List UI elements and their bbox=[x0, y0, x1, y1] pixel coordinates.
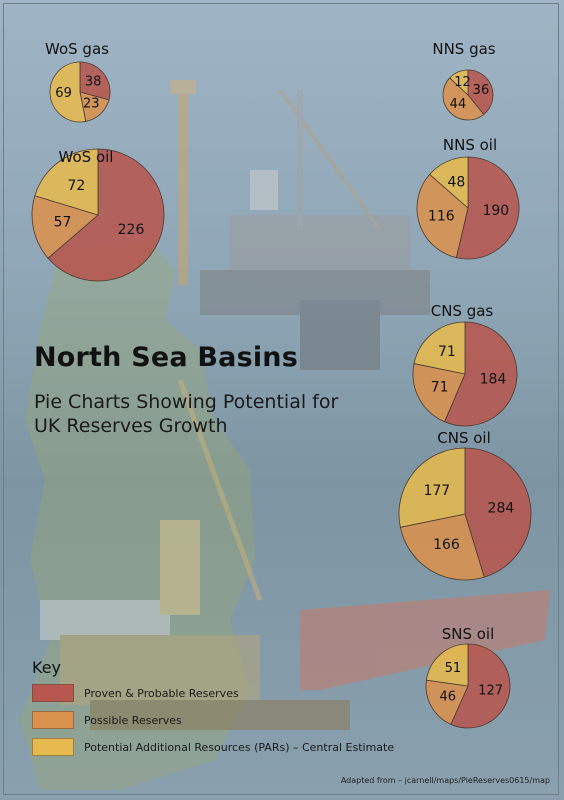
pie-slice-nns-gas-possible bbox=[442, 77, 485, 121]
pie-value-label-wos-oil-proven: 226 bbox=[118, 222, 145, 238]
legend-label-possible: Possible Reserves bbox=[84, 713, 182, 727]
pie-chart-wos-gas: 38 23 69 WoS gas bbox=[45, 40, 111, 123]
pie-slice-cns-oil-proven bbox=[464, 447, 532, 578]
pie-value-label-cns-oil-pars: 177 bbox=[423, 483, 450, 499]
pie-value-label-nns-gas-pars: 12 bbox=[454, 75, 471, 90]
pie-title-sns-oil: SNS oil bbox=[442, 625, 495, 643]
pie-slice-sns-oil-proven bbox=[450, 643, 511, 729]
pie-value-label-wos-oil-pars: 72 bbox=[67, 178, 85, 194]
pie-slice-sns-oil-pars bbox=[425, 643, 469, 687]
legend-swatch-possible bbox=[32, 711, 74, 729]
lower-vessel-illustration bbox=[40, 379, 550, 730]
pie-value-label-nns-oil-pars: 48 bbox=[447, 174, 465, 190]
legend-title: Key bbox=[32, 658, 62, 677]
pie-chart-sns-oil: 127 46 51 SNS oil bbox=[425, 625, 511, 729]
pie-value-label-cns-oil-proven: 284 bbox=[488, 501, 515, 517]
pie-value-label-nns-oil-proven: 190 bbox=[482, 203, 509, 219]
pie-value-label-nns-oil-possible: 116 bbox=[428, 209, 455, 225]
pie-slice-nns-oil-proven bbox=[455, 156, 520, 260]
pie-chart-wos-oil: 226 57 72 WoS oil bbox=[31, 148, 165, 282]
pie-slice-nns-gas-proven bbox=[467, 69, 494, 115]
legend-swatch-pars bbox=[32, 738, 74, 756]
pie-slice-wos-oil-pars bbox=[34, 148, 99, 216]
pie-title-cns-oil: CNS oil bbox=[437, 429, 491, 447]
pie-slice-cns-gas-pars bbox=[413, 321, 466, 375]
legend-item-proven: Proven & Probable Reserves bbox=[32, 683, 432, 703]
upper-platform-illustration bbox=[170, 80, 430, 370]
pie-value-label-wos-gas-pars: 69 bbox=[55, 86, 72, 101]
pie-chart-cns-gas: 184 71 71 CNS gas bbox=[412, 302, 518, 427]
source-credit: Adapted from – jcarnell/maps/PieReserves… bbox=[340, 776, 550, 785]
pie-slice-nns-oil-pars bbox=[429, 156, 469, 209]
poster-frame bbox=[3, 3, 559, 795]
legend-item-pars: Potential Additional Resources (PARs) – … bbox=[32, 737, 432, 757]
pie-slice-wos-gas-proven bbox=[79, 61, 111, 101]
legend: Key Proven & Probable Reserves Possible … bbox=[32, 658, 432, 764]
pie-value-label-sns-oil-proven: 127 bbox=[478, 683, 503, 698]
pie-value-label-sns-oil-pars: 51 bbox=[445, 661, 462, 676]
pie-slice-wos-oil-possible bbox=[31, 195, 99, 259]
pie-value-label-sns-oil-possible: 46 bbox=[440, 690, 457, 705]
legend-swatch-proven bbox=[32, 684, 74, 702]
pie-slice-nns-oil-possible bbox=[416, 173, 469, 259]
page-title: North Sea Basins bbox=[34, 342, 298, 373]
pie-value-label-wos-oil-possible: 57 bbox=[54, 214, 72, 230]
pie-title-nns-oil: NNS oil bbox=[443, 136, 497, 154]
pie-title-nns-gas: NNS gas bbox=[432, 40, 495, 58]
legend-label-pars: Potential Additional Resources (PARs) – … bbox=[84, 740, 395, 754]
legend-item-possible: Possible Reserves bbox=[32, 710, 432, 730]
pie-value-label-wos-gas-possible: 23 bbox=[83, 97, 100, 112]
pie-slice-cns-gas-possible bbox=[412, 363, 466, 423]
pie-title-cns-gas: CNS gas bbox=[431, 302, 494, 320]
pie-slice-nns-gas-pars bbox=[449, 69, 469, 96]
pie-title-wos-gas: WoS gas bbox=[45, 40, 109, 58]
pie-value-label-cns-gas-pars: 71 bbox=[438, 344, 456, 360]
pie-value-label-wos-gas-proven: 38 bbox=[85, 74, 102, 89]
pie-value-label-nns-gas-possible: 44 bbox=[450, 97, 467, 112]
pie-value-label-cns-oil-possible: 166 bbox=[433, 537, 460, 553]
pie-slice-wos-oil-proven bbox=[47, 148, 165, 282]
pie-slice-cns-oil-pars bbox=[398, 447, 466, 528]
pie-value-label-cns-gas-possible: 71 bbox=[431, 379, 449, 395]
legend-label-proven: Proven & Probable Reserves bbox=[84, 686, 239, 700]
pie-value-label-nns-gas-proven: 36 bbox=[473, 83, 490, 98]
pie-slice-cns-gas-proven bbox=[443, 321, 518, 427]
pie-slice-wos-gas-pars bbox=[49, 61, 87, 123]
pie-chart-cns-oil: 284 166 177 CNS oil bbox=[398, 429, 532, 581]
pie-chart-nns-oil: 190 116 48 NNS oil bbox=[416, 136, 520, 260]
pie-value-label-cns-gas-proven: 184 bbox=[480, 372, 507, 388]
page-subtitle: Pie Charts Showing Potential for UK Rese… bbox=[34, 391, 339, 437]
pie-title-wos-oil: WoS oil bbox=[59, 148, 114, 166]
pie-slice-sns-oil-possible bbox=[425, 679, 469, 725]
pie-slice-cns-oil-possible bbox=[399, 513, 485, 581]
pie-chart-nns-gas: 36 44 12 NNS gas bbox=[432, 40, 496, 121]
